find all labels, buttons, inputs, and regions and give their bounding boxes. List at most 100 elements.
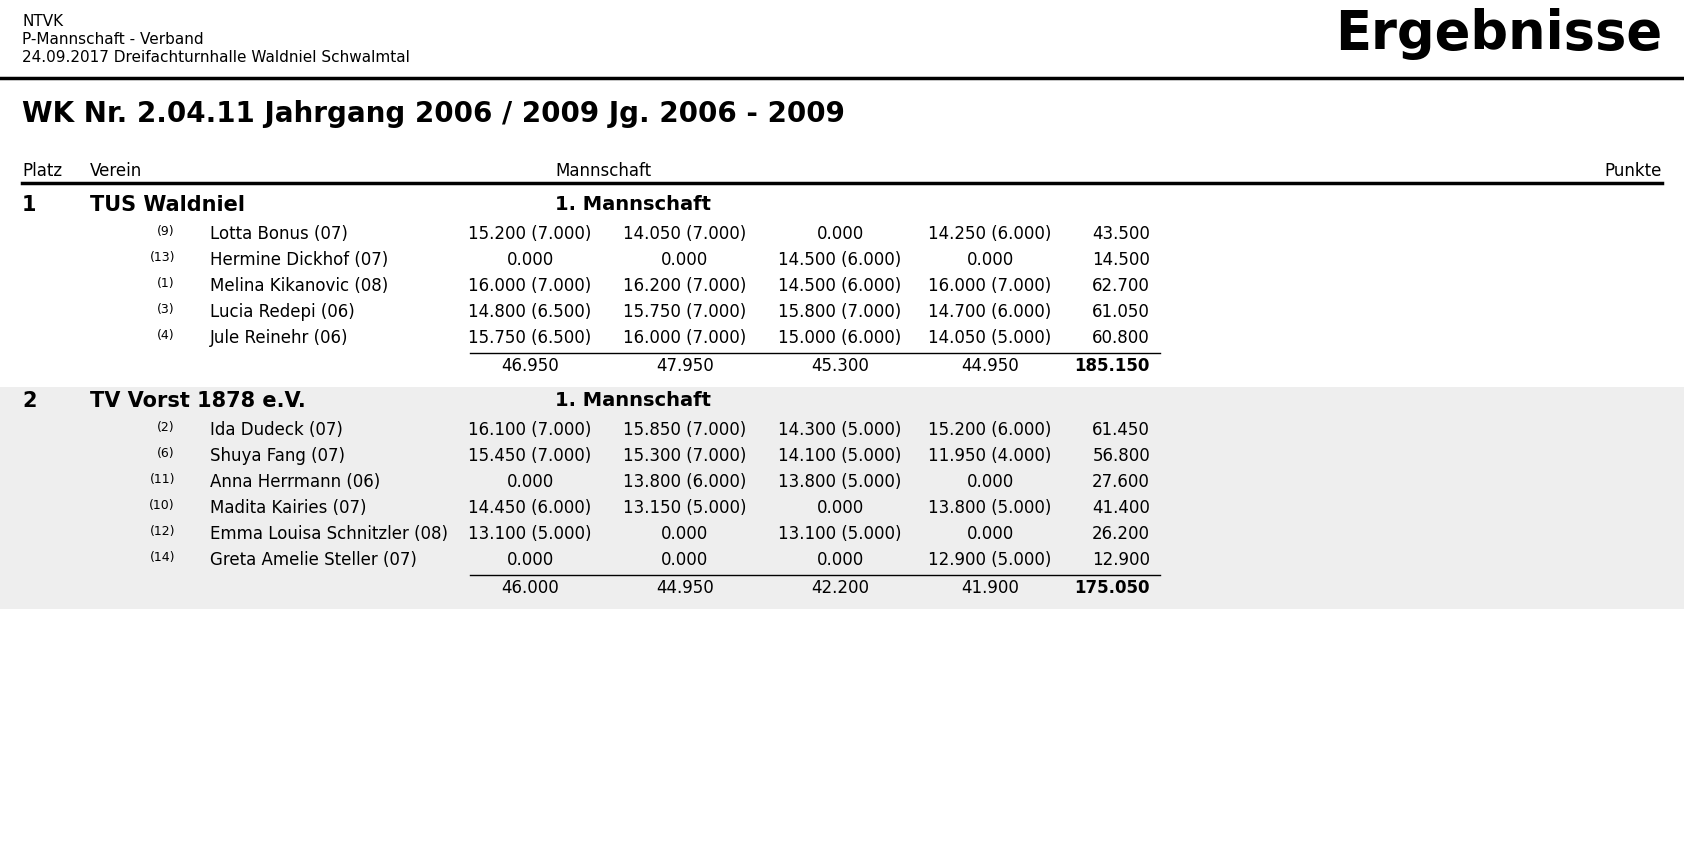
Text: P-Mannschaft - Verband: P-Mannschaft - Verband — [22, 32, 204, 47]
Text: 0.000: 0.000 — [507, 473, 554, 491]
Text: 12.900 (5.000): 12.900 (5.000) — [928, 551, 1052, 569]
Text: 46.950: 46.950 — [502, 357, 559, 375]
Text: Anna Herrmann (06): Anna Herrmann (06) — [210, 473, 381, 491]
Text: 14.500: 14.500 — [1093, 251, 1150, 269]
Text: WK Nr. 2.04.11 Jahrgang 2006 / 2009 Jg. 2006 - 2009: WK Nr. 2.04.11 Jahrgang 2006 / 2009 Jg. … — [22, 100, 845, 128]
Text: 14.450 (6.000): 14.450 (6.000) — [468, 499, 591, 517]
Text: 14.700 (6.000): 14.700 (6.000) — [928, 303, 1051, 321]
Text: 14.500 (6.000): 14.500 (6.000) — [778, 251, 901, 269]
Text: 0.000: 0.000 — [817, 551, 864, 569]
Text: 0.000: 0.000 — [507, 551, 554, 569]
Text: 14.300 (5.000): 14.300 (5.000) — [778, 421, 901, 439]
Text: Greta Amelie Steller (07): Greta Amelie Steller (07) — [210, 551, 418, 569]
Text: Mannschaft: Mannschaft — [556, 162, 652, 180]
Text: (3): (3) — [157, 303, 175, 316]
Text: (6): (6) — [157, 447, 175, 460]
Text: Ergebnisse: Ergebnisse — [1335, 8, 1662, 60]
Text: 61.450: 61.450 — [1093, 421, 1150, 439]
Bar — [0, 387, 1684, 609]
Text: 44.950: 44.950 — [962, 357, 1019, 375]
Text: NTVK: NTVK — [22, 14, 62, 29]
Text: 175.050: 175.050 — [1074, 579, 1150, 597]
Text: 14.100 (5.000): 14.100 (5.000) — [778, 447, 901, 465]
Text: 13.150 (5.000): 13.150 (5.000) — [623, 499, 746, 517]
Text: 14.050 (5.000): 14.050 (5.000) — [928, 329, 1051, 347]
Text: 14.050 (7.000): 14.050 (7.000) — [623, 225, 746, 243]
Text: 24.09.2017 Dreifachturnhalle Waldniel Schwalmtal: 24.09.2017 Dreifachturnhalle Waldniel Sc… — [22, 50, 409, 65]
Text: 0.000: 0.000 — [662, 525, 709, 543]
Text: 2: 2 — [22, 391, 37, 411]
Text: 0.000: 0.000 — [817, 499, 864, 517]
Text: 61.050: 61.050 — [1093, 303, 1150, 321]
Text: 44.950: 44.950 — [657, 579, 714, 597]
Text: 0.000: 0.000 — [817, 225, 864, 243]
Text: 0.000: 0.000 — [662, 551, 709, 569]
Text: 16.000 (7.000): 16.000 (7.000) — [468, 277, 591, 295]
Text: 13.800 (5.000): 13.800 (5.000) — [778, 473, 901, 491]
Text: 13.100 (5.000): 13.100 (5.000) — [778, 525, 901, 543]
Text: 60.800: 60.800 — [1093, 329, 1150, 347]
Text: 0.000: 0.000 — [662, 251, 709, 269]
Text: (10): (10) — [150, 499, 175, 512]
Text: 15.800 (7.000): 15.800 (7.000) — [778, 303, 901, 321]
Text: Ida Dudeck (07): Ida Dudeck (07) — [210, 421, 344, 439]
Text: 13.800 (6.000): 13.800 (6.000) — [623, 473, 746, 491]
Text: 42.200: 42.200 — [812, 579, 869, 597]
Text: 1: 1 — [22, 195, 37, 215]
Text: Jule Reinehr (06): Jule Reinehr (06) — [210, 329, 349, 347]
Text: TV Vorst 1878 e.V.: TV Vorst 1878 e.V. — [89, 391, 306, 411]
Text: 43.500: 43.500 — [1093, 225, 1150, 243]
Text: 41.400: 41.400 — [1093, 499, 1150, 517]
Text: 15.200 (7.000): 15.200 (7.000) — [468, 225, 591, 243]
Text: 56.800: 56.800 — [1093, 447, 1150, 465]
Text: (11): (11) — [150, 473, 175, 486]
Text: 14.500 (6.000): 14.500 (6.000) — [778, 277, 901, 295]
Text: Lotta Bonus (07): Lotta Bonus (07) — [210, 225, 349, 243]
Text: 26.200: 26.200 — [1091, 525, 1150, 543]
Text: 14.250 (6.000): 14.250 (6.000) — [928, 225, 1052, 243]
Text: 15.750 (7.000): 15.750 (7.000) — [623, 303, 746, 321]
Text: Madita Kairies (07): Madita Kairies (07) — [210, 499, 367, 517]
Text: Melina Kikanovic (08): Melina Kikanovic (08) — [210, 277, 389, 295]
Text: 0.000: 0.000 — [967, 473, 1014, 491]
Text: 12.900: 12.900 — [1091, 551, 1150, 569]
Text: 62.700: 62.700 — [1093, 277, 1150, 295]
Text: 1. Mannschaft: 1. Mannschaft — [556, 391, 711, 410]
Text: (12): (12) — [150, 525, 175, 538]
Text: 14.800 (6.500): 14.800 (6.500) — [468, 303, 591, 321]
Text: Verein: Verein — [89, 162, 141, 180]
Text: (13): (13) — [150, 251, 175, 264]
Text: 13.800 (5.000): 13.800 (5.000) — [928, 499, 1052, 517]
Text: (14): (14) — [150, 551, 175, 564]
Text: 15.200 (6.000): 15.200 (6.000) — [928, 421, 1052, 439]
Text: Emma Louisa Schnitzler (08): Emma Louisa Schnitzler (08) — [210, 525, 448, 543]
Text: 0.000: 0.000 — [507, 251, 554, 269]
Text: 16.000 (7.000): 16.000 (7.000) — [928, 277, 1051, 295]
Text: (9): (9) — [157, 225, 175, 238]
Text: (4): (4) — [157, 329, 175, 342]
Text: 15.300 (7.000): 15.300 (7.000) — [623, 447, 746, 465]
Text: 11.950 (4.000): 11.950 (4.000) — [928, 447, 1052, 465]
Text: 41.900: 41.900 — [962, 579, 1019, 597]
Text: 185.150: 185.150 — [1074, 357, 1150, 375]
Text: Shuya Fang (07): Shuya Fang (07) — [210, 447, 345, 465]
Text: 16.200 (7.000): 16.200 (7.000) — [623, 277, 746, 295]
Text: 13.100 (5.000): 13.100 (5.000) — [468, 525, 591, 543]
Text: (2): (2) — [157, 421, 175, 434]
Text: 46.000: 46.000 — [502, 579, 559, 597]
Text: 15.750 (6.500): 15.750 (6.500) — [468, 329, 591, 347]
Text: 0.000: 0.000 — [967, 251, 1014, 269]
Text: 45.300: 45.300 — [812, 357, 869, 375]
Text: 27.600: 27.600 — [1093, 473, 1150, 491]
Text: 0.000: 0.000 — [967, 525, 1014, 543]
Text: Lucia Redepi (06): Lucia Redepi (06) — [210, 303, 355, 321]
Text: 15.450 (7.000): 15.450 (7.000) — [468, 447, 591, 465]
Text: 15.850 (7.000): 15.850 (7.000) — [623, 421, 746, 439]
Text: Platz: Platz — [22, 162, 62, 180]
Text: 16.000 (7.000): 16.000 (7.000) — [623, 329, 746, 347]
Text: 16.100 (7.000): 16.100 (7.000) — [468, 421, 591, 439]
Text: (1): (1) — [157, 277, 175, 290]
Text: 15.000 (6.000): 15.000 (6.000) — [778, 329, 901, 347]
Text: 47.950: 47.950 — [657, 357, 714, 375]
Text: Hermine Dickhof (07): Hermine Dickhof (07) — [210, 251, 389, 269]
